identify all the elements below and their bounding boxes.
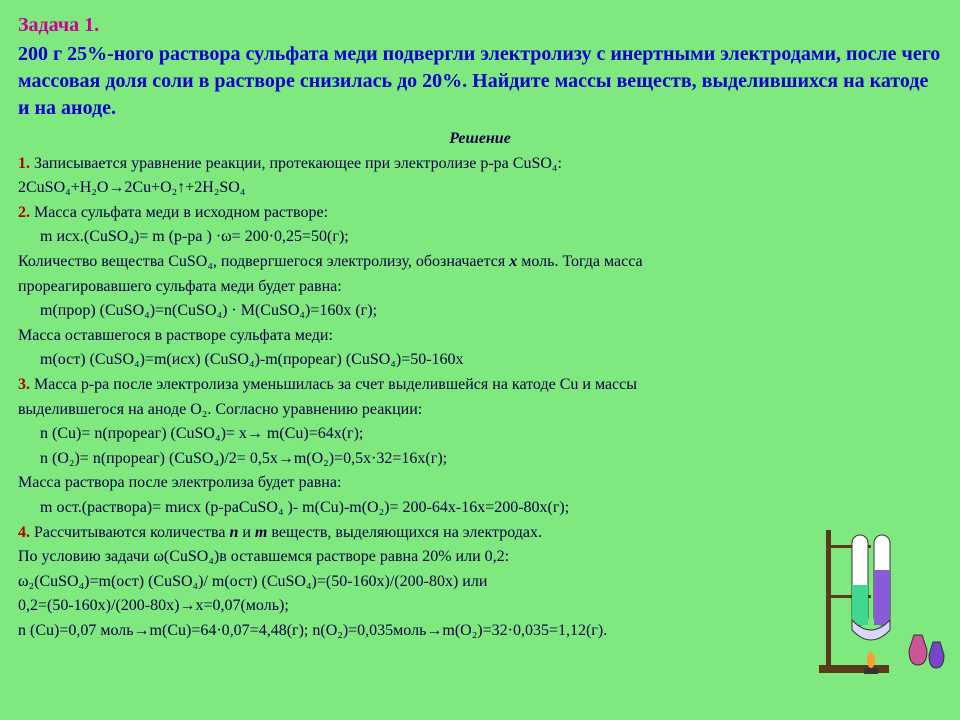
step3-eq3: m ост.(раствора)= mисх (р-раCuSO₄ )- m(C…	[18, 497, 942, 519]
step3-eq1: n (Cu)= n(прореаг) (CuSO₄)= x→ m(Cu)=64x…	[18, 423, 942, 445]
step2-text: Масса сульфата меди в исходном растворе:	[30, 204, 328, 221]
step2-p4: Масса оставшегося в растворе сульфата ме…	[18, 325, 942, 347]
step2-eq: m исх.(CuSO₄)= m (р-ра ) ·ω= 200·0,25=50…	[18, 226, 942, 248]
step3-eq2: n (O₂)= n(прореаг) (CuSO₄)/2= 0,5x→m(O₂)…	[18, 448, 942, 470]
step2-p2: Количество вещества CuSO₄, подвергшегося…	[18, 251, 942, 273]
step2-eq2: m(прор) (CuSO₄)=n(CuSO₄) · M(CuSO₄)=160x…	[18, 300, 942, 322]
step4-eq3: n (Cu)=0,07 моль→m(Cu)=64·0,07=4,48(г); …	[18, 620, 942, 642]
task-title: Задача 1.	[18, 12, 942, 39]
step4-eq1: ω₂(CuSO₄)=m(ост) (CuSO₄)/ m(ост) (CuSO₄)…	[18, 571, 942, 593]
step4-p2: По условию задачи ω(CuSO₄)в оставшемся р…	[18, 546, 942, 568]
m-var: m	[255, 524, 267, 541]
step3-line: 3. Масса р-ра после электролиза уменьшил…	[18, 374, 942, 396]
step1-eq: 2CuSO₄+H₂O→2Cu+O₂↑+2H₂SO₄	[18, 177, 942, 199]
step2-line: 2. Масса сульфата меди в исходном раство…	[18, 202, 942, 224]
solution-header: Решение	[18, 128, 942, 150]
step3-p2: выделившегося на аноде O₂. Согласно урав…	[18, 399, 942, 421]
step3-num: 3.	[18, 376, 30, 393]
step4-eq2: 0,2=(50-160x)/(200-80x)→x=0,07(моль);	[18, 595, 942, 617]
chemistry-apparatus-icon	[814, 500, 954, 680]
step1-line: 1. Записывается уравнение реакции, проте…	[18, 153, 942, 175]
step2-p3: прореагировавшего сульфата меди будет ра…	[18, 276, 942, 298]
problem-statement: 200 г 25%-ного раствора сульфата меди по…	[18, 41, 942, 122]
step1-text: Записывается уравнение реакции, протекаю…	[30, 155, 562, 172]
step4-num: 4.	[18, 524, 30, 541]
step1-num: 1.	[18, 155, 30, 172]
step4-line: 4. Рассчитываются количества n и m вещес…	[18, 522, 942, 544]
step3-p3: Масса раствора после электролиза будет р…	[18, 472, 942, 494]
step2-eq3: m(ост) (CuSO₄)=m(исх) (CuSO₄)-m(прореаг)…	[18, 349, 942, 371]
step3-text: Масса р-ра после электролиза уменьшилась…	[30, 376, 637, 393]
step2-num: 2.	[18, 204, 30, 221]
